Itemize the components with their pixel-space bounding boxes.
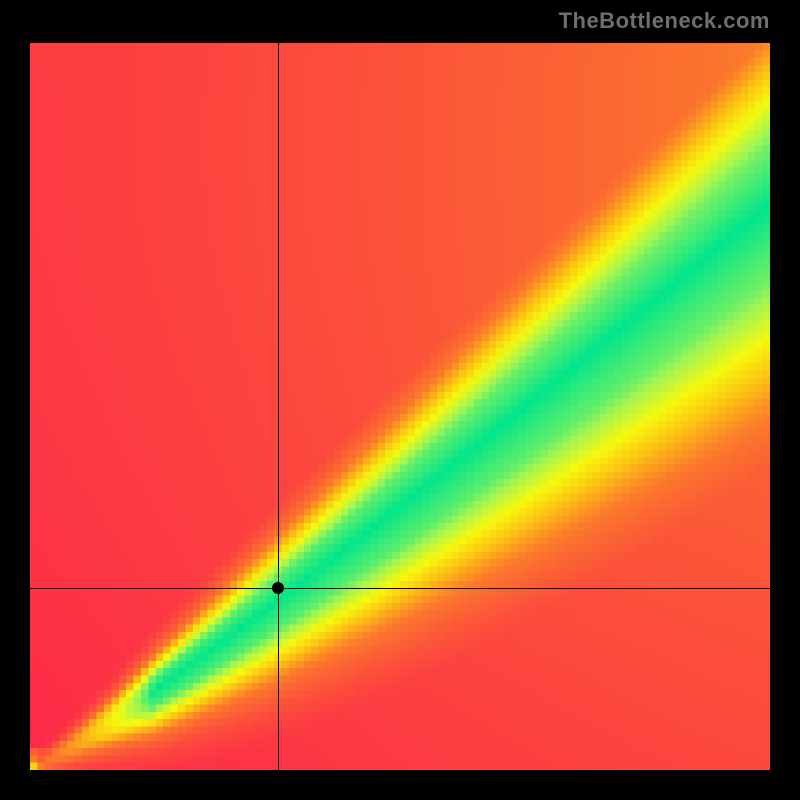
crosshair-vertical bbox=[278, 43, 279, 770]
attribution-text: TheBottleneck.com bbox=[559, 8, 770, 34]
heatmap-canvas bbox=[30, 43, 770, 770]
bottleneck-heatmap-chart: TheBottleneck.com bbox=[0, 0, 800, 800]
plot-area bbox=[30, 43, 770, 770]
data-point-marker bbox=[272, 582, 284, 594]
crosshair-horizontal bbox=[30, 588, 770, 589]
